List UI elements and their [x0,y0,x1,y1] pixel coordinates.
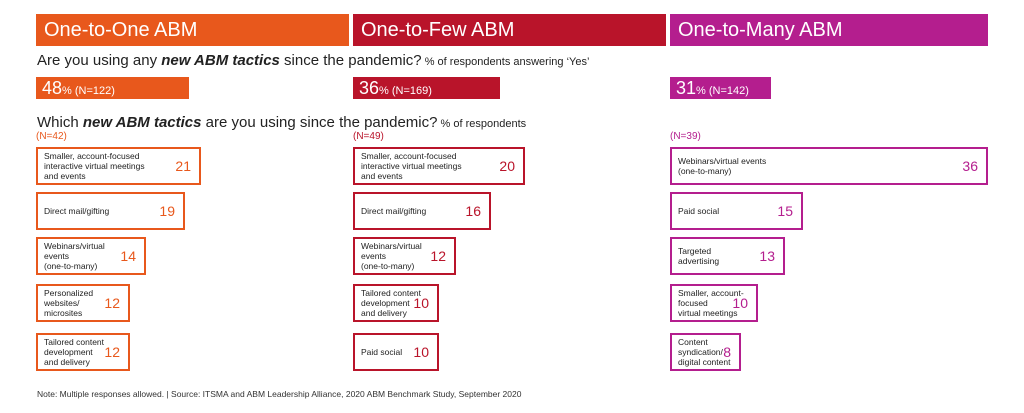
bar: Direct mail/gifting 19 [36,192,185,230]
total-one-to-few-n: (N=169) [388,85,432,97]
total-one-to-few-value: 36 [359,78,380,98]
bar-label: Tailored content development and deliver… [44,337,105,367]
bar-value: 12 [104,295,120,311]
bar-label: Targeted advertising [678,246,720,266]
bar: Smaller, account-focused interactive vir… [36,147,201,185]
bar: Paid social 15 [670,192,803,230]
header-one-to-few: One-to-Few ABM [353,14,666,46]
bar: Paid social 10 [353,333,439,371]
bar-label: Webinars/virtual events (one-to-many) [44,241,105,271]
question-2-prefix: Which [37,114,83,131]
bar-label: Direct mail/gifting [361,206,427,216]
bar-label: Paid social [678,206,720,216]
bar-label: Content syndication/ digital content [678,337,731,367]
sample-size-label: (N=39) [670,131,701,142]
header-one-to-one: One-to-One ABM [36,14,349,46]
question-2-emphasis: new ABM tactics [82,114,202,131]
bar-value: 10 [413,295,429,311]
total-one-to-one-value: 48 [42,78,63,98]
bar-value: 20 [499,158,515,174]
total-one-to-many-n: (N=142) [705,85,749,97]
total-one-to-few: 36% (N=169) [353,77,500,99]
bar-value: 13 [759,248,775,264]
bar-value: 8 [723,344,731,360]
bar-label: Direct mail/gifting [44,206,110,216]
bar-value: 36 [962,158,978,174]
bar-value: 16 [465,203,481,219]
question-1-suffix: since the pandemic? [279,52,422,69]
bar: Webinars/virtual events (one-to-many) 14 [36,237,146,275]
bar-label: Smaller, account- focused virtual meetin… [678,288,744,318]
question-1-prefix: Are you using any [37,52,162,69]
bar: Direct mail/gifting 16 [353,192,491,230]
question-2-suffix: are you using since the pandemic? [201,114,438,131]
total-one-to-one-pct: % [62,85,72,97]
sample-size-label: (N=49) [353,131,384,142]
bar-value: 19 [159,203,175,219]
bar-label: Tailored content development and deliver… [361,288,422,318]
bar-value: 14 [120,248,136,264]
bar-value: 10 [732,295,748,311]
total-one-to-many-pct: % [696,85,706,97]
sample-size-label: (N=42) [36,131,67,142]
total-one-to-one: 48% (N=122) [36,77,189,99]
bar-value: 12 [104,344,120,360]
question-2-unit: % of respondents [437,118,527,130]
question-1-emphasis: new ABM tactics [161,52,280,69]
source-note: Note: Multiple responses allowed. | Sour… [37,389,522,399]
total-one-to-many: 31% (N=142) [670,77,771,99]
bar-value: 15 [777,203,793,219]
bar-label: Smaller, account-focused interactive vir… [361,151,462,181]
bar: Content syndication/ digital content 8 [670,333,741,371]
question-2: Which new ABM tactics are you using sinc… [37,114,526,131]
bar-value: 12 [430,248,446,264]
bar: Tailored content development and deliver… [36,333,130,371]
bar-label: Webinars/virtual events (one-to-many) [678,156,767,176]
total-one-to-one-n: (N=122) [71,85,115,97]
header-one-to-many: One-to-Many ABM [670,14,988,46]
total-one-to-many-value: 31 [676,78,697,98]
bar: Smaller, account-focused interactive vir… [353,147,525,185]
bar: Webinars/virtual events (one-to-many) 36 [670,147,988,185]
total-one-to-few-pct: % [379,85,389,97]
question-1: Are you using any new ABM tactics since … [37,52,589,69]
bar: Webinars/virtual events (one-to-many) 12 [353,237,456,275]
bar-label: Paid social [361,347,403,357]
bar: Tailored content development and deliver… [353,284,439,322]
bar: Personalized websites/ microsites 12 [36,284,130,322]
bar-value: 10 [413,344,429,360]
bar-label: Personalized websites/ microsites [44,288,94,318]
bar-label: Smaller, account-focused interactive vir… [44,151,145,181]
bar-value: 21 [175,158,191,174]
bar: Targeted advertising 13 [670,237,785,275]
bar: Smaller, account- focused virtual meetin… [670,284,758,322]
bar-label: Webinars/virtual events (one-to-many) [361,241,422,271]
question-1-unit: % of respondents answering ‘Yes’ [421,56,590,68]
